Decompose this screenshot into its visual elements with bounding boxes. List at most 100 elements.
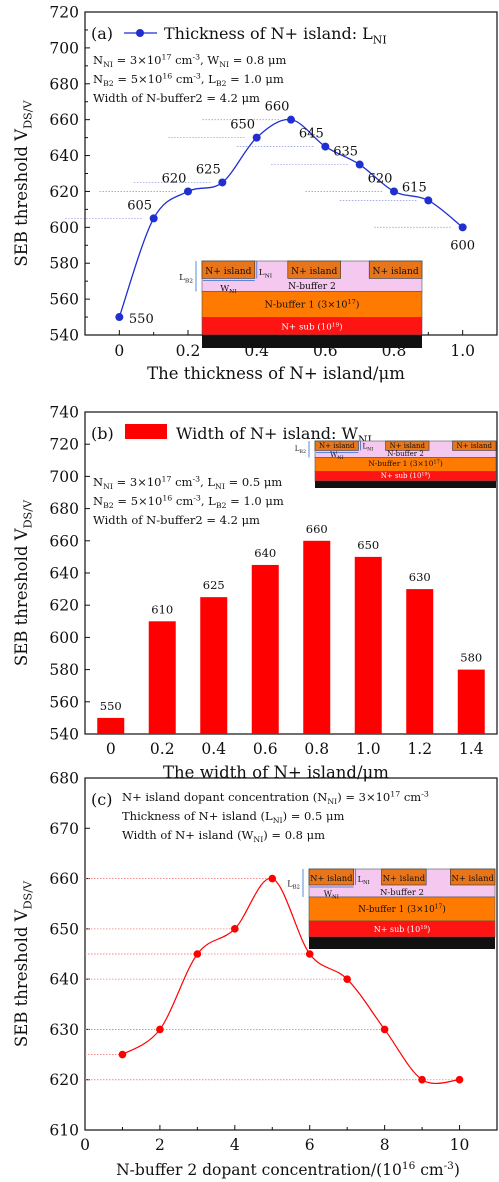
a-ytick-label: 720 [49, 4, 79, 22]
a-data-point [355, 160, 364, 169]
b-ytick-label: 660 [49, 532, 79, 550]
a-data-label: 625 [196, 162, 221, 177]
c-ytick-label: 620 [49, 1071, 79, 1089]
b-xtick-label: 1.0 [356, 740, 381, 758]
c-xtick-label: 6 [305, 1136, 315, 1154]
a-data-point [115, 313, 124, 322]
b-inset-island-label: N+ island [390, 442, 426, 450]
b-ytick-label: 720 [49, 436, 79, 454]
c-inset-island-label: N+ island [383, 873, 426, 883]
c-annotation: N+ island dopant concentration (NNI​) = … [122, 790, 429, 807]
b-inset-lb2-label: LB2​ [295, 445, 306, 455]
c-inset-base [309, 937, 495, 949]
b-bar [148, 621, 176, 734]
b-data-label: 650 [357, 538, 379, 552]
b-y-axis-label: SEB threshold VDS/V​ [12, 499, 35, 666]
a-inset-base [202, 334, 422, 348]
b-bar [251, 564, 279, 734]
a-inset-wni-label: WNI​ [220, 284, 236, 295]
c-inset-buffer1 [308, 896, 496, 922]
a-annotation: Width of N-buffer2 = 4.2 μm [93, 91, 260, 105]
c-ytick-label: 630 [49, 1021, 79, 1039]
b-annotation: NB2​ = 5×1016​ cm-3​, LB2​ = 1.0 μm [93, 494, 284, 511]
c-ytick-label: 670 [49, 820, 79, 838]
b-inset-sub [314, 471, 497, 482]
b-bar [354, 556, 382, 734]
b-annotation: Width of N-buffer2 = 4.2 μm [93, 513, 260, 527]
a-inset-lni-label: LNI​ [259, 268, 272, 279]
c-inset-island [381, 868, 427, 886]
c-xtick-label: 10 [450, 1136, 470, 1154]
c-x-axis-label: N-buffer 2 dopant concentration/(1016​ c… [116, 1160, 460, 1179]
c-ytick-label: 640 [49, 971, 79, 989]
c-data-point [305, 950, 314, 958]
b-data-label: 625 [203, 578, 225, 592]
a-inset-sub-label: N+ sub (1019​) [281, 322, 342, 333]
b-panel-label: (b) [91, 424, 114, 443]
a-data-label: 650 [230, 118, 255, 133]
c-panel-label: (c) [91, 790, 112, 809]
a-data-label: 635 [333, 145, 358, 160]
b-inset-lni-label: LNI​ [362, 443, 373, 453]
b-inset-island [314, 440, 359, 451]
c-ytick-label: 650 [49, 920, 79, 938]
a-annotation: NNI​ = 3×1017​ cm-3​, WNI​ = 0.8 μm [93, 53, 286, 70]
c-inset-island [308, 868, 354, 886]
b-ytick-label: 600 [49, 629, 79, 647]
a-annotation: NB2​ = 5×1016​ cm-3​, LB2​ = 1.0 μm [93, 72, 284, 89]
a-data-point [218, 178, 227, 187]
c-data-point [156, 1025, 164, 1034]
b-ytick-label: 700 [49, 468, 79, 486]
a-ytick-label: 580 [49, 255, 79, 273]
b-data-label: 550 [100, 699, 122, 713]
c-inset-lni-label: LNI​ [358, 875, 370, 886]
c-data-point [231, 925, 239, 933]
a-data-label: 615 [402, 180, 427, 195]
a-ytick-label: 540 [49, 327, 79, 345]
c-annotation: Width of N+ island (WNI​) = 0.8 μm [122, 828, 325, 844]
c-data-point [343, 975, 351, 983]
a-xtick-label: 1.0 [450, 342, 475, 360]
a-data-label: 550 [129, 312, 154, 327]
a-ytick-label: 600 [49, 219, 79, 237]
a-data-label: 645 [299, 127, 324, 142]
b-inset-wni-label: WNI​ [330, 451, 343, 461]
b-ytick-label: 580 [49, 661, 79, 679]
b-inset-sub-label: N+ sub (1019​) [381, 471, 431, 480]
a-data-point [149, 214, 158, 223]
c-inset-island [450, 868, 496, 886]
b-xtick-label: 1.4 [459, 740, 484, 758]
a-ytick-label: 700 [49, 39, 79, 57]
a-xtick-label: 0.2 [176, 342, 201, 360]
a-inset-island [368, 260, 423, 279]
a-data-point [252, 133, 261, 142]
c-data-point [380, 1025, 389, 1034]
c-inset-lb2-label: LB2​ [287, 879, 300, 890]
a-inset-buffer2-label: N-buffer 2 [288, 282, 336, 292]
a-inset-island-label: N+ island [372, 267, 418, 277]
b-inset-island-label: N+ island [319, 442, 355, 450]
c-inset-sub-label: N+ sub (1019​) [374, 925, 430, 934]
c-inset-island-label: N+ island [310, 873, 353, 883]
b-bar [97, 717, 125, 734]
b-inset-buffer2-label: N-buffer 2 [387, 450, 424, 458]
b-x-axis-label: The width of N+ island/μm [163, 763, 389, 782]
c-inset-wni-label: WNI​ [324, 889, 339, 900]
a-y-axis-label: SEB threshold VDS/V​ [12, 100, 35, 267]
a-inset-island [201, 260, 256, 279]
b-xtick-label: 0 [106, 740, 116, 758]
b-data-label: 630 [409, 570, 431, 584]
a-inset-island-label: N+ island [291, 267, 337, 277]
a-data-label: 605 [127, 198, 152, 213]
a-data-point [184, 187, 192, 196]
a-ytick-label: 660 [49, 111, 79, 129]
a-inset-lb2-label: LB2​ [179, 273, 193, 284]
c-inset-buffer2-label: N-buffer 2 [380, 887, 424, 897]
a-data-point [321, 142, 330, 151]
b-data-label: 660 [306, 522, 328, 536]
a-inset-buffer1 [201, 291, 423, 318]
c-xtick-label: 8 [380, 1136, 390, 1154]
b-xtick-label: 0.6 [253, 740, 278, 758]
